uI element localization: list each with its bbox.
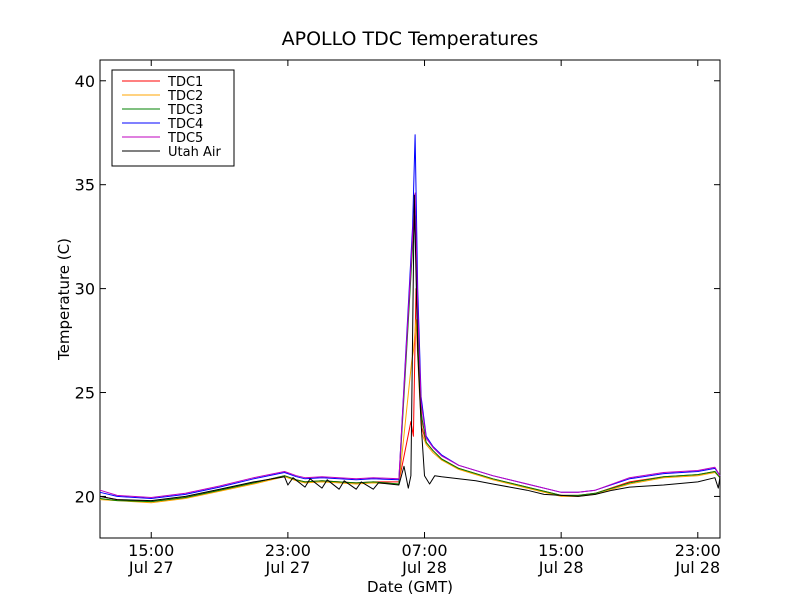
x-tick-label-time: 23:00 — [675, 541, 721, 560]
x-tick-label-time: 07:00 — [401, 541, 447, 560]
chart-title: APOLLO TDC Temperatures — [282, 28, 539, 50]
plot-frame — [99, 59, 721, 539]
series-line-tdc2 — [99, 319, 721, 504]
y-axis-label: Temperature (C) — [55, 238, 73, 361]
y-tick-label: 40 — [75, 72, 95, 91]
legend-label: Utah Air — [168, 145, 221, 160]
series-layer — [99, 134, 721, 504]
x-tick-label-date: Jul 28 — [401, 558, 447, 577]
x-tick-label-date: Jul 28 — [674, 558, 720, 577]
plot-area — [99, 59, 721, 539]
y-tick-label: 35 — [75, 176, 95, 195]
x-tick-label-time: 15:00 — [128, 541, 174, 560]
y-tick-label: 30 — [75, 280, 95, 299]
legend-label: TDC1 — [167, 75, 203, 90]
legend-label: TDC3 — [167, 103, 203, 118]
y-tick-label: 20 — [75, 487, 95, 506]
series-line-tdc5 — [99, 192, 721, 498]
legend-label: TDC4 — [167, 117, 203, 132]
series-line-utah-air — [99, 194, 721, 502]
legend-box — [111, 69, 235, 167]
y-tick-label: 25 — [75, 384, 95, 403]
x-tick-label-time: 23:00 — [265, 541, 311, 560]
x-tick-label-date: Jul 28 — [538, 558, 584, 577]
legend-label: TDC2 — [167, 89, 203, 104]
x-tick-label-date: Jul 27 — [128, 558, 174, 577]
x-tick-label-time: 15:00 — [538, 541, 584, 560]
y-axis: 20 25 30 35 40 — [75, 72, 720, 506]
x-tick-label-date: Jul 27 — [265, 558, 311, 577]
x-axis-label: Date (GMT) — [367, 578, 453, 596]
series-line-tdc3 — [99, 215, 721, 503]
series-line-tdc1 — [99, 288, 721, 503]
legend-label: TDC5 — [167, 131, 203, 146]
series-line-tdc4 — [99, 134, 721, 499]
